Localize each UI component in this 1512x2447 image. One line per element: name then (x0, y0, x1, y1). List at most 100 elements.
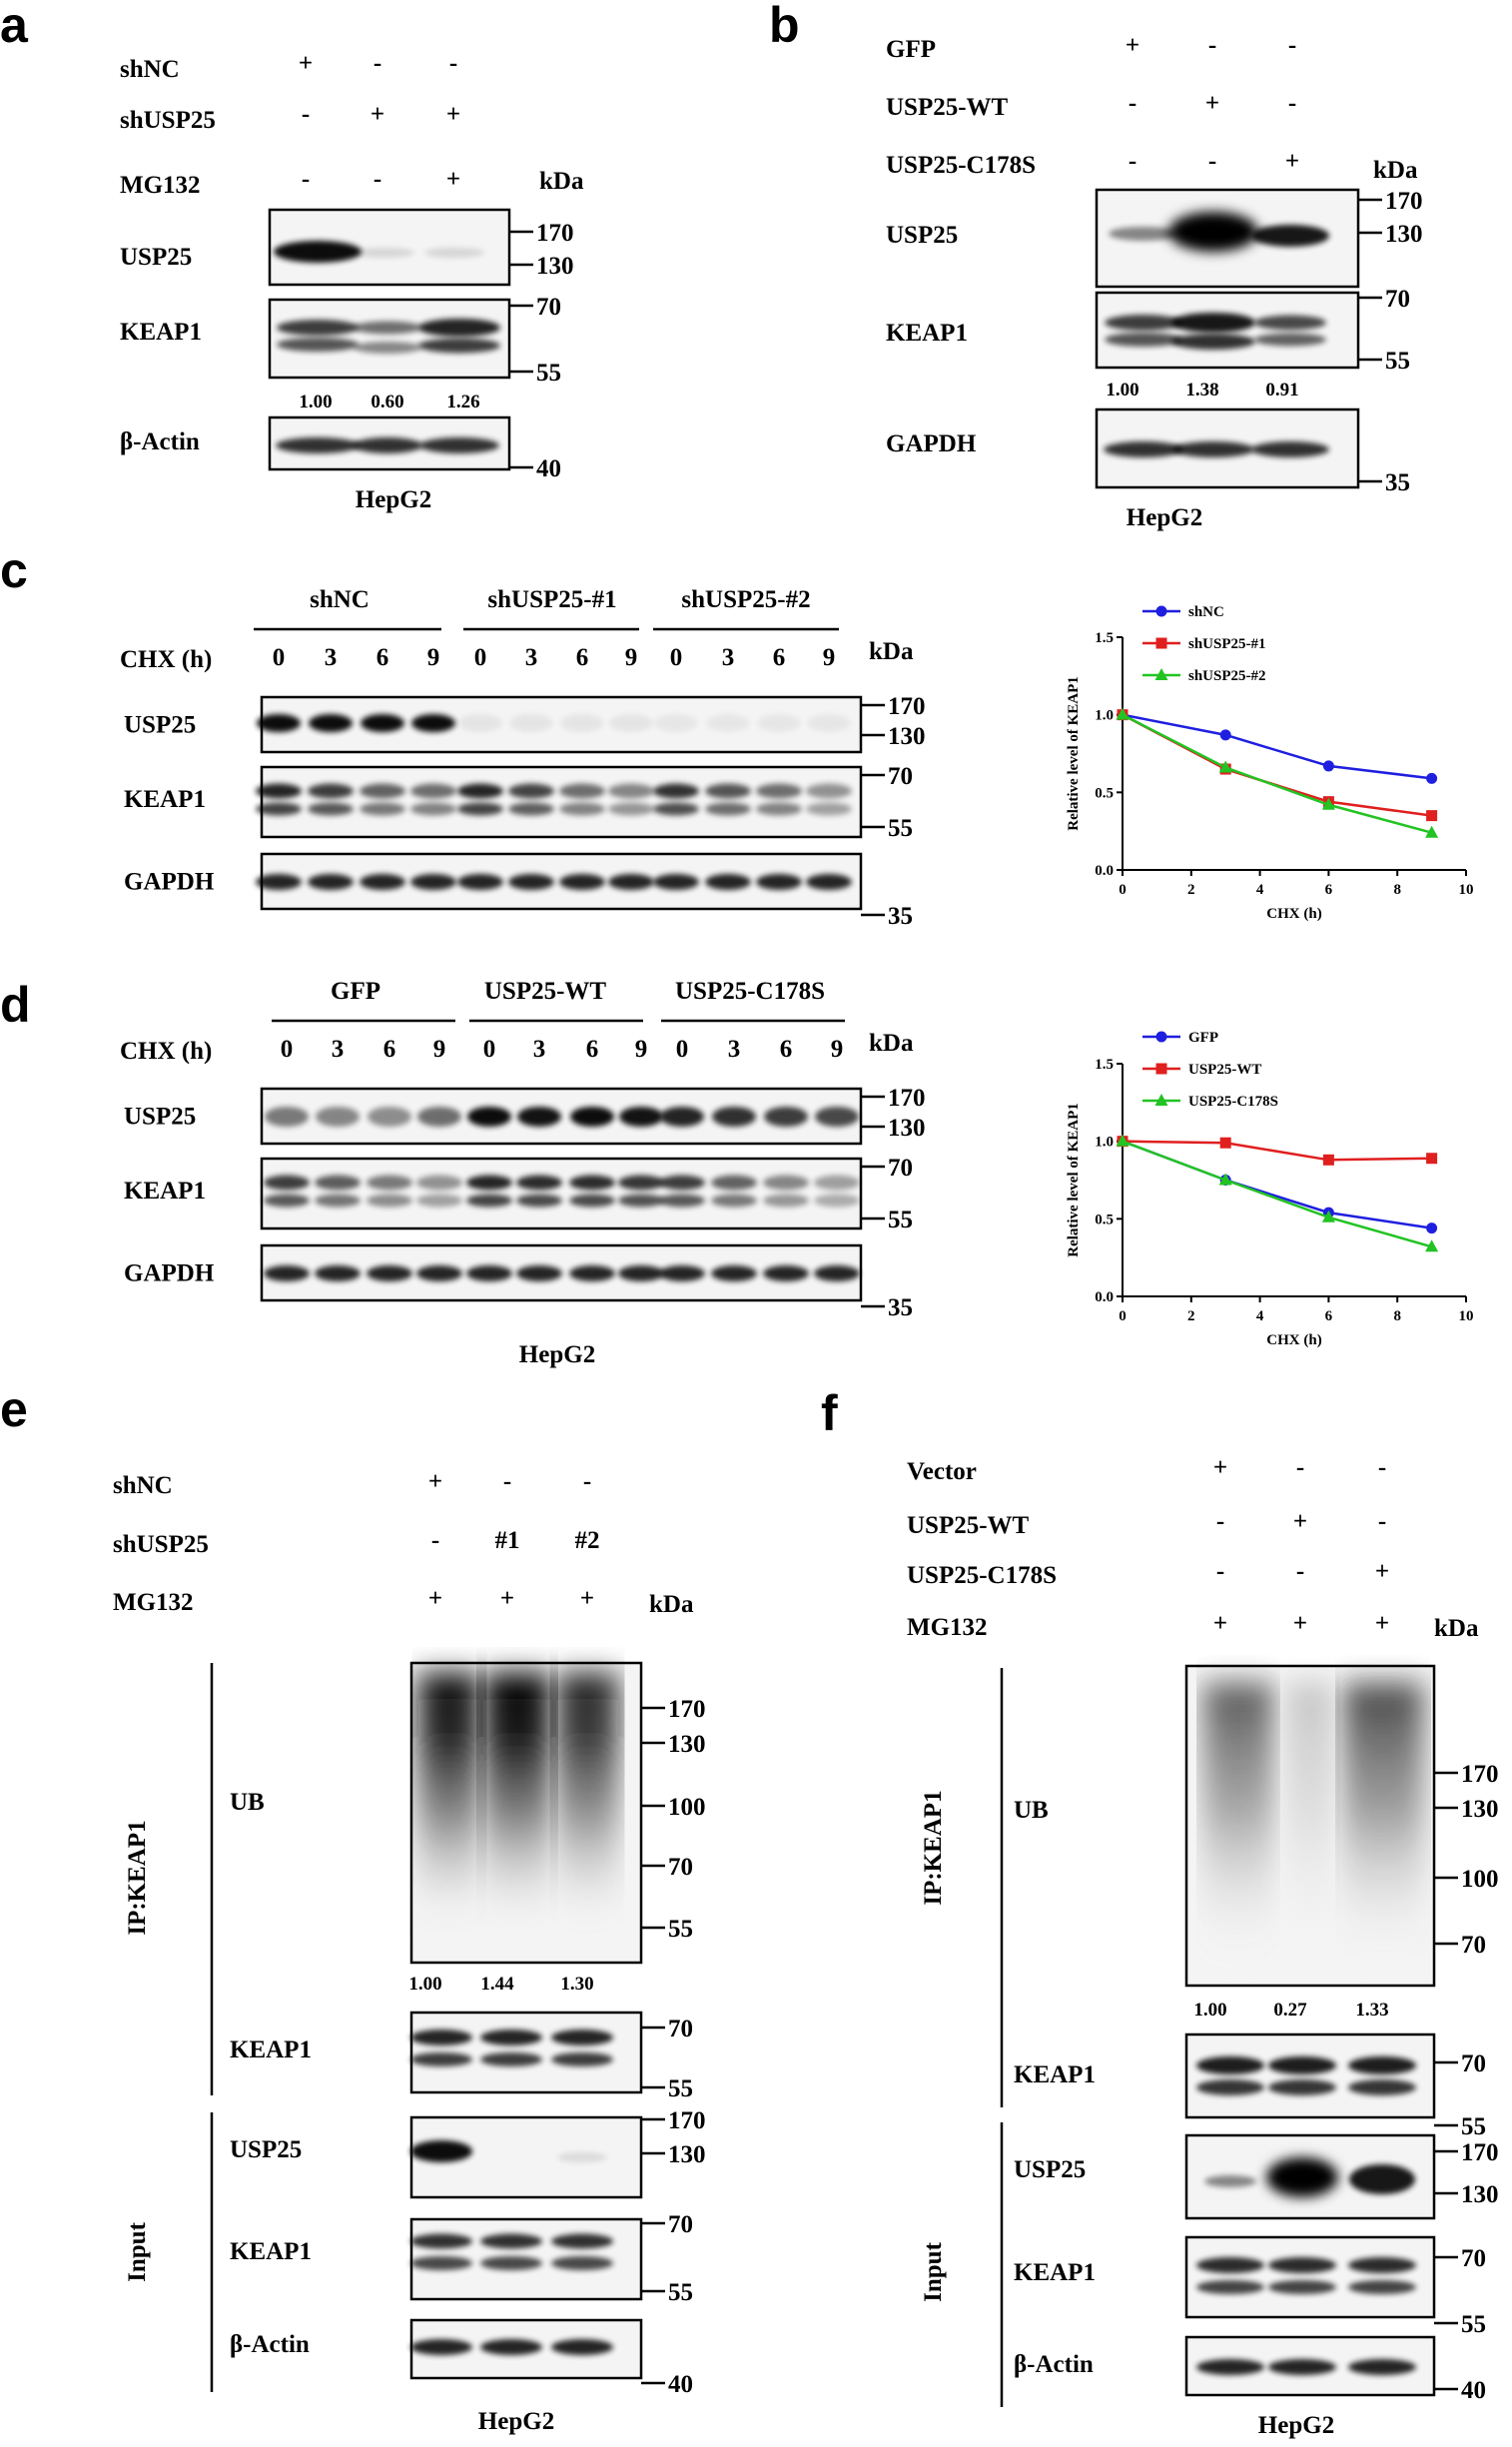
band (256, 802, 302, 816)
blot-label: β-Actin (120, 428, 200, 455)
time-label: 0 (474, 644, 487, 671)
y-tick-label: 1.5 (1095, 630, 1114, 646)
series-line-USP25-C178S (1122, 1140, 1432, 1248)
band (410, 802, 456, 816)
marker-label: 100 (1461, 1866, 1499, 1893)
band (608, 874, 654, 890)
band (410, 874, 456, 890)
x-tick-label: 2 (1187, 882, 1195, 898)
band (711, 1175, 757, 1191)
band (569, 1194, 615, 1208)
group-label: GFP (331, 978, 380, 1005)
band (814, 1194, 860, 1208)
band (757, 714, 801, 732)
band (1268, 2056, 1336, 2074)
legend-label: shUSP25-#1 (1188, 636, 1266, 652)
band (1268, 2079, 1336, 2095)
band (354, 342, 421, 354)
condition-sign: + (1213, 1610, 1227, 1637)
y-tick-label: 0.5 (1095, 1212, 1114, 1227)
y-tick-label: 0.0 (1095, 863, 1114, 879)
data-point (1219, 1137, 1231, 1149)
data-point (1322, 1154, 1334, 1166)
series-line-shUSP25-#1 (1122, 713, 1432, 817)
band (1171, 334, 1255, 350)
condition-sign: - (1216, 1508, 1224, 1535)
band (654, 714, 698, 732)
panel-f: f Vector + - - USP25-WT - + - USP25-C178S - - + MG132… (821, 1385, 1499, 2439)
quant-value: 1.00 (1193, 2000, 1226, 2021)
condition-label: shNC (113, 1472, 173, 1499)
marker-label: 70 (536, 294, 561, 321)
band (551, 2052, 613, 2066)
condition-sign: - (1216, 1558, 1224, 1585)
band (1168, 212, 1258, 252)
condition-label: shUSP25 (113, 1531, 209, 1558)
band (416, 1265, 462, 1281)
panel-e: e shNC + - - shUSP25 - #1 #2 MG132 + + + kDa IP:KEAP1 I… (0, 1381, 706, 2435)
band (315, 1175, 361, 1191)
band (508, 874, 554, 890)
marker-label: 70 (1385, 286, 1410, 313)
marker-label: 55 (668, 2279, 693, 2306)
data-point (1116, 707, 1130, 720)
band (517, 1107, 561, 1127)
band (763, 1265, 809, 1281)
band (368, 1107, 411, 1127)
condition-sign: + (428, 1468, 442, 1495)
time-label: 0 (483, 1036, 496, 1063)
band (1196, 2056, 1264, 2074)
band (508, 802, 554, 816)
x-tick-label: 8 (1393, 882, 1401, 898)
condition-sign: + (428, 1585, 442, 1612)
band (480, 2339, 542, 2355)
condition-sign: + (1293, 1508, 1307, 1535)
band (764, 1107, 808, 1127)
time-axis-label: CHX (h) (120, 1038, 212, 1065)
band (416, 1194, 462, 1208)
kda-label: kDa (1373, 157, 1418, 184)
marker-label: 130 (668, 2141, 706, 2168)
band (1196, 2359, 1264, 2375)
data-point (1154, 1094, 1168, 1106)
condition-label: USP25-WT (907, 1512, 1030, 1539)
band (457, 783, 503, 799)
band (711, 1194, 757, 1208)
quant-value: 1.00 (1106, 380, 1138, 401)
blot-label: USP25 (230, 2136, 302, 2163)
marker-label: 130 (888, 723, 926, 750)
band (256, 783, 302, 799)
band (256, 874, 302, 890)
band (457, 874, 503, 890)
marker-label: 35 (888, 1294, 913, 1321)
input-group-label: Input (124, 2221, 151, 2281)
group-label: USP25-WT (484, 978, 607, 1005)
blot-label: GAPDH (124, 869, 215, 896)
band (308, 874, 354, 890)
condition-sign: - (1378, 1508, 1386, 1535)
band (551, 2233, 613, 2249)
band (660, 1107, 704, 1127)
band (763, 1175, 809, 1191)
band (609, 714, 653, 732)
blot-label: KEAP1 (1014, 2061, 1096, 2088)
band (480, 2052, 542, 2066)
kda-label: kDa (1434, 1615, 1479, 1642)
condition-sign: + (299, 50, 313, 77)
band (1348, 2079, 1416, 2095)
x-tick-label: 6 (1325, 882, 1333, 898)
data-point (1218, 760, 1232, 773)
blot-label: UB (230, 1789, 265, 1816)
blot-label: KEAP1 (886, 320, 968, 347)
panel-letter: e (0, 1381, 28, 1437)
time-axis-label: CHX (h) (120, 646, 212, 673)
legend-label: shNC (1188, 604, 1224, 620)
band (308, 783, 354, 799)
y-tick-label: 1.0 (1095, 708, 1114, 724)
legend-label: GFP (1188, 1030, 1218, 1046)
chart-panel-c: 0 2 4 6 8 10 0.0 0.5 1.0 1.5 CHX (h) Relative level… (1066, 604, 1474, 922)
marker-label: 170 (1461, 1761, 1499, 1788)
marker-label: 130 (1461, 1796, 1499, 1823)
band (806, 874, 852, 890)
band (559, 802, 605, 816)
